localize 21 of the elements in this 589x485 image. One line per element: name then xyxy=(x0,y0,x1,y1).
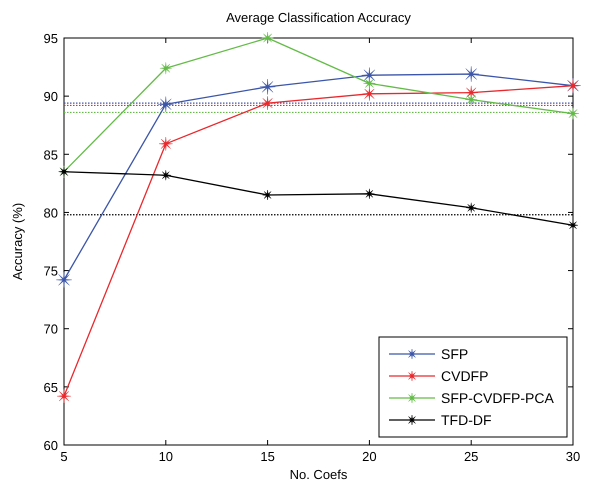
y-tick-label: 85 xyxy=(44,147,58,162)
legend-label: SFP-CVDFP-PCA xyxy=(441,390,554,406)
x-tick-label: 30 xyxy=(566,449,580,464)
y-tick-label: 65 xyxy=(44,380,58,395)
x-tick-label: 25 xyxy=(464,449,478,464)
y-tick-label: 90 xyxy=(44,89,58,104)
x-axis-title: No. Coefs xyxy=(290,467,348,482)
x-tick-label: 15 xyxy=(260,449,275,464)
y-tick-label: 60 xyxy=(44,438,58,453)
chart-title: Average Classification Accuracy xyxy=(226,10,412,25)
legend-label: TFD-DF xyxy=(441,412,492,428)
legend-label: SFP xyxy=(441,346,468,362)
y-tick-label: 70 xyxy=(44,322,58,337)
y-tick-label: 80 xyxy=(44,205,58,220)
legend-label: CVDFP xyxy=(441,368,488,384)
x-tick-label: 20 xyxy=(362,449,377,464)
y-tick-label: 95 xyxy=(44,31,58,46)
x-tick-label: 5 xyxy=(60,449,68,464)
y-axis-title: Accuracy (%) xyxy=(10,202,25,280)
x-tick-label: 10 xyxy=(158,449,174,464)
y-tick-label: 75 xyxy=(44,264,58,279)
